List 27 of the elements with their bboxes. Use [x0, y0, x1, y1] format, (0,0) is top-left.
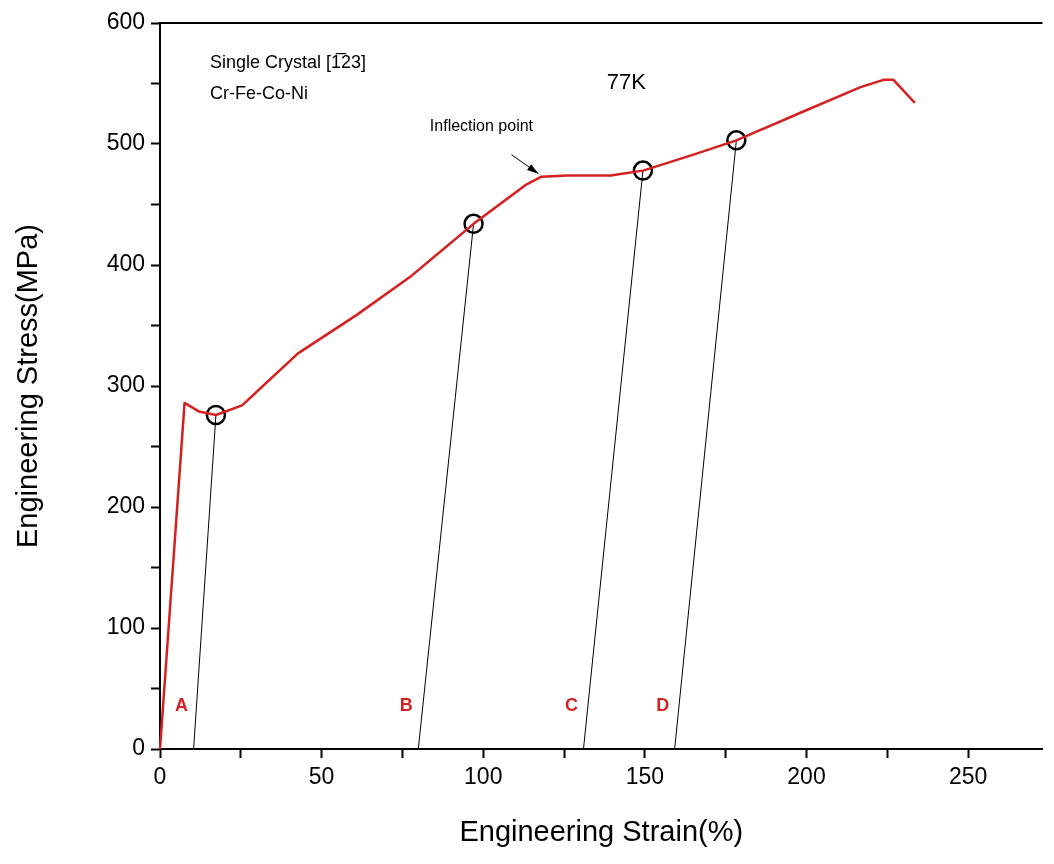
annotation: D	[656, 694, 670, 715]
annotation: Single Crystal [1̅23]	[210, 51, 367, 72]
x-tick-label: 0	[153, 763, 167, 790]
y-tick-label: 0	[132, 734, 145, 761]
text: 77K	[606, 69, 647, 95]
y-axis-title: Engineering Stress(MPa)	[11, 224, 44, 548]
y-tick-label: 200	[106, 492, 145, 519]
y-tick-label: 600	[106, 8, 145, 35]
annotation: B	[399, 694, 413, 715]
annotation: Cr-Fe-Co-Ni	[210, 82, 308, 103]
point	[463, 213, 484, 235]
x-tick-label: 50	[308, 763, 335, 790]
x-tick-label: 100	[464, 763, 503, 790]
point	[632, 160, 654, 181]
y-tick-label: 500	[106, 129, 145, 156]
annotation: C	[564, 694, 578, 715]
point	[205, 404, 227, 426]
x-tick-label: 200	[787, 763, 826, 790]
annotation: Inflection point	[429, 117, 534, 135]
point	[726, 130, 747, 151]
x-axis-title: Engineering Strain(%)	[459, 814, 744, 847]
annotation: A	[175, 694, 189, 715]
x-tick-label: 150	[625, 763, 665, 790]
y-tick-label: 400	[106, 250, 145, 277]
y-tick-label: 100	[106, 613, 145, 640]
y-tick-label: 300	[106, 371, 145, 398]
x-tick-label: 250	[948, 763, 988, 790]
